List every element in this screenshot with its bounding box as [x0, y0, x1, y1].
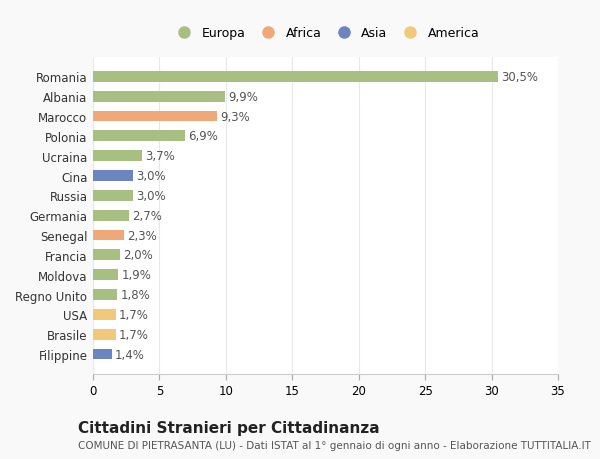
Bar — [93, 91, 224, 102]
Text: 1,8%: 1,8% — [120, 288, 150, 302]
Text: 3,0%: 3,0% — [136, 190, 166, 202]
Bar — [93, 349, 112, 360]
Text: 6,9%: 6,9% — [188, 130, 218, 143]
Bar — [93, 250, 119, 261]
Text: 1,9%: 1,9% — [122, 269, 151, 281]
Bar — [93, 151, 142, 162]
Bar — [93, 290, 117, 300]
Bar — [93, 329, 116, 340]
Bar — [93, 112, 217, 122]
Bar — [93, 72, 498, 83]
Text: 2,3%: 2,3% — [127, 229, 157, 242]
Bar — [93, 171, 133, 182]
Text: 1,4%: 1,4% — [115, 348, 145, 361]
Bar — [93, 230, 124, 241]
Text: 9,3%: 9,3% — [220, 110, 250, 123]
Legend: Europa, Africa, Asia, America: Europa, Africa, Asia, America — [172, 27, 479, 40]
Text: 30,5%: 30,5% — [502, 71, 539, 84]
Text: COMUNE DI PIETRASANTA (LU) - Dati ISTAT al 1° gennaio di ogni anno - Elaborazion: COMUNE DI PIETRASANTA (LU) - Dati ISTAT … — [78, 440, 591, 450]
Text: 1,7%: 1,7% — [119, 308, 149, 321]
Bar — [93, 190, 133, 202]
Text: 2,0%: 2,0% — [123, 249, 152, 262]
Text: 3,7%: 3,7% — [145, 150, 175, 163]
Bar — [93, 309, 116, 320]
Text: 1,7%: 1,7% — [119, 328, 149, 341]
Text: 9,9%: 9,9% — [228, 90, 258, 103]
Bar — [93, 269, 118, 280]
Bar — [93, 131, 185, 142]
Text: 2,7%: 2,7% — [132, 209, 162, 222]
Text: 3,0%: 3,0% — [136, 170, 166, 183]
Text: Cittadini Stranieri per Cittadinanza: Cittadini Stranieri per Cittadinanza — [78, 420, 380, 435]
Bar — [93, 210, 129, 221]
